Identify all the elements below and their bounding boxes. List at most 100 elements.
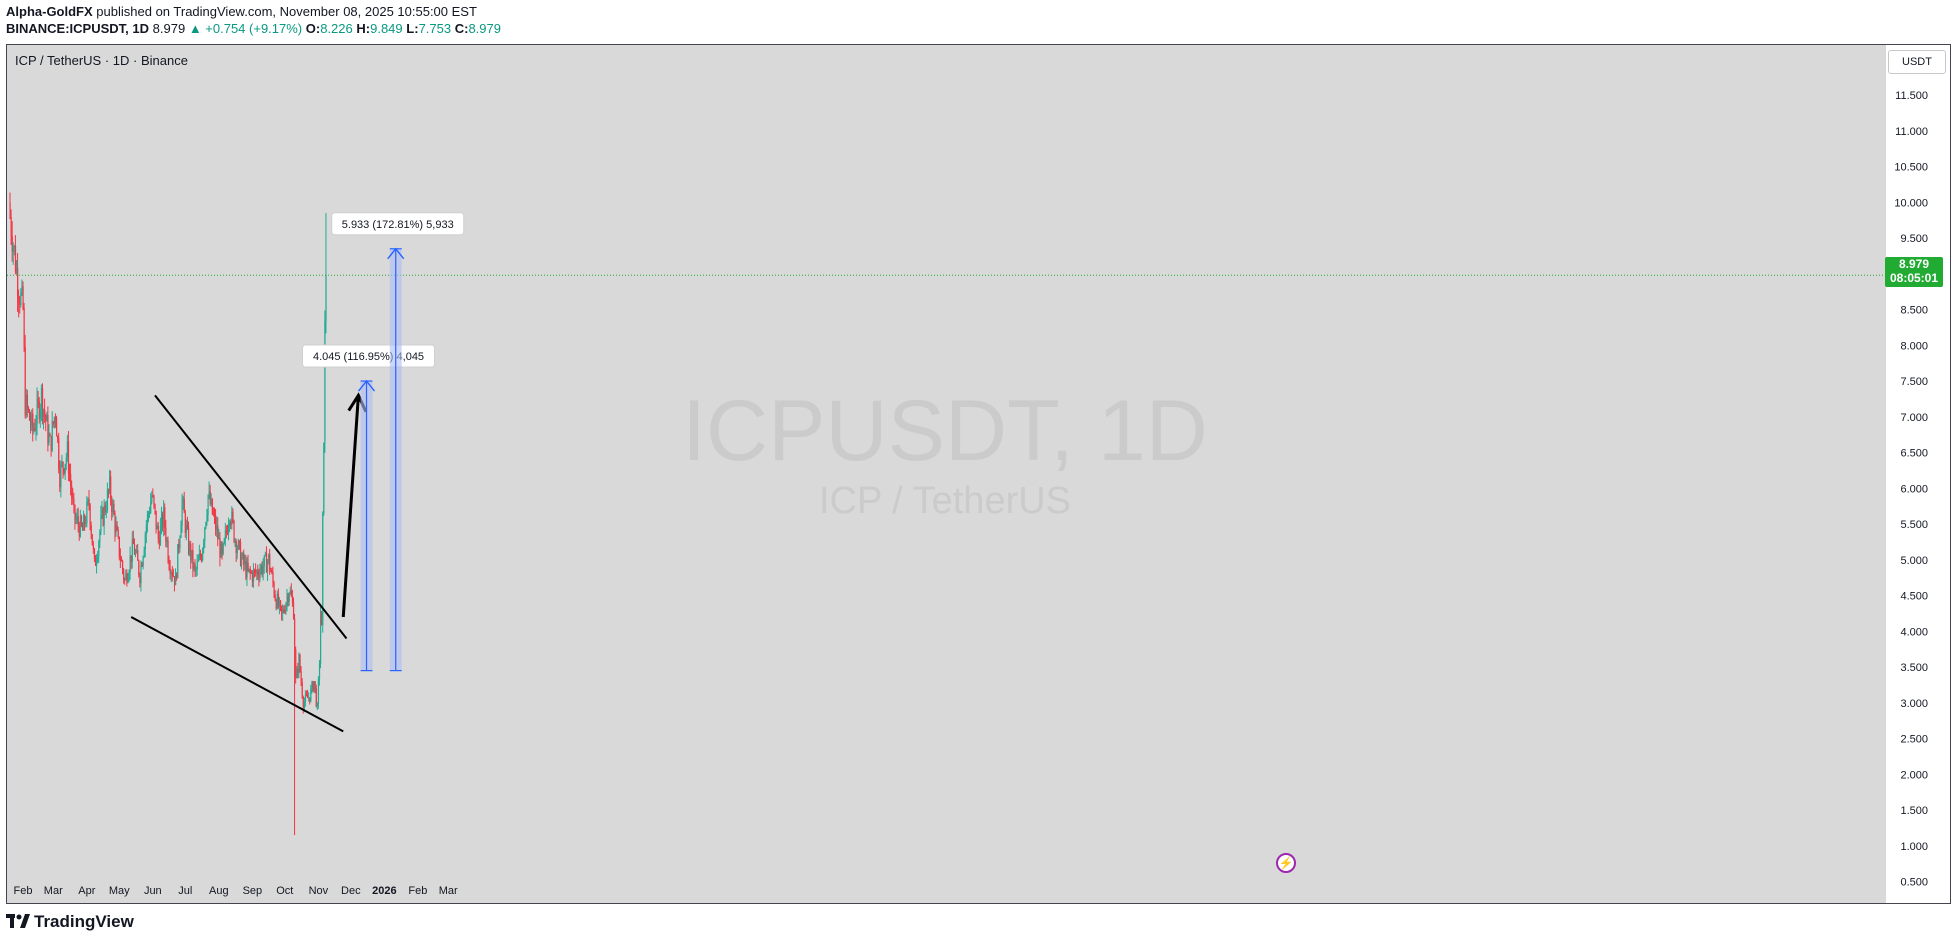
candle-body — [10, 217, 12, 237]
candle-body — [153, 495, 155, 505]
candle-body — [128, 572, 130, 579]
candle-body — [81, 525, 84, 531]
candle-body — [321, 611, 323, 626]
candle-body — [112, 503, 114, 512]
candle-body — [167, 540, 169, 561]
x-tick-label: Jun — [144, 885, 162, 897]
x-tick-label: Nov — [309, 885, 329, 897]
candle-body — [18, 296, 20, 303]
candle-body — [198, 553, 201, 560]
y-tick-label: 10.000 — [1894, 197, 1928, 209]
candle-body — [129, 555, 131, 573]
plot-area[interactable] — [7, 45, 1886, 903]
candle-body — [58, 438, 60, 469]
y-tick-label: 8.500 — [1900, 305, 1928, 317]
lightning-icon[interactable]: ⚡ — [1276, 853, 1296, 873]
candle-body — [284, 611, 286, 613]
candle-body — [247, 562, 249, 571]
x-tick-label: Sep — [243, 885, 263, 897]
candle-body — [193, 563, 195, 569]
candle-body — [70, 474, 72, 486]
tradingview-brand[interactable]: TradingView — [6, 912, 134, 932]
candle-body — [89, 504, 91, 526]
ohlc-line: BINANCE:ICPUSDT, 1D 8.979 ▲ +0.754 (+9.1… — [6, 21, 501, 36]
y-tick-label: 7.500 — [1900, 376, 1928, 388]
candle-body — [86, 502, 88, 524]
candle-body — [98, 541, 100, 557]
candle-body — [194, 563, 196, 570]
candle-body — [61, 462, 63, 465]
candle-body — [135, 552, 137, 555]
y-tick-label: 2.000 — [1900, 769, 1928, 781]
candle-body — [289, 590, 291, 594]
candle-body — [80, 516, 83, 526]
candle-body — [203, 541, 205, 549]
candle-body — [250, 572, 252, 574]
candle-body — [277, 594, 280, 607]
close-value: 8.979 — [468, 21, 501, 36]
candle-body — [316, 703, 318, 707]
candle-body — [322, 513, 324, 626]
candle-body — [49, 434, 51, 437]
candle-body — [47, 414, 49, 443]
y-tick-label: 0.500 — [1900, 877, 1928, 889]
candle-body — [100, 514, 102, 532]
candle-body — [254, 569, 256, 571]
candle-body — [115, 525, 117, 533]
candle-body — [20, 292, 22, 306]
candle-body — [145, 524, 148, 535]
candle-body — [73, 499, 75, 506]
open-value: 8.226 — [320, 21, 353, 36]
candle-body — [159, 525, 162, 546]
candle-body — [296, 668, 298, 679]
candle-body — [99, 531, 101, 542]
candle-body — [280, 600, 282, 606]
candle-body — [261, 565, 263, 574]
x-tick-label: Mar — [44, 885, 63, 897]
candle-body — [85, 523, 87, 525]
last-value: 8.979 — [152, 21, 186, 36]
candle-body — [260, 565, 262, 572]
candle-body — [231, 511, 233, 525]
candle-body — [276, 594, 278, 609]
x-tick-label: Aug — [209, 885, 229, 897]
y-tick-label: 7.000 — [1900, 412, 1928, 424]
candle-body — [126, 573, 128, 583]
x-tick-label: Feb — [13, 885, 32, 897]
x-tick-label: 2026 — [372, 885, 396, 897]
candle-body — [256, 570, 258, 573]
candle-body — [175, 573, 177, 586]
candle-body — [96, 560, 98, 566]
candle-body — [243, 553, 245, 565]
candle-body — [22, 286, 24, 308]
candle-body — [180, 525, 182, 538]
candle-body — [275, 600, 277, 609]
candle-body — [237, 540, 240, 549]
candle-body — [204, 527, 206, 542]
candle-body — [156, 525, 158, 530]
y-tick-label: 11.500 — [1895, 90, 1928, 102]
candle-body — [57, 436, 59, 439]
candle-body — [35, 424, 37, 430]
candle-body — [245, 561, 247, 578]
candle-body — [268, 554, 270, 562]
candle-body — [32, 413, 34, 432]
candle-body — [132, 539, 135, 544]
candle-body — [93, 548, 96, 559]
candle-body — [232, 511, 234, 521]
x-tick-label: Feb — [408, 885, 427, 897]
y-tick-label: 8.000 — [1900, 340, 1928, 352]
candle-body — [197, 559, 199, 562]
candle-body — [36, 399, 38, 425]
candle-body — [172, 575, 175, 577]
currency-unit-button[interactable]: USDT — [1888, 50, 1946, 74]
candle-body — [325, 275, 327, 322]
candle-body — [114, 514, 116, 533]
candle-body — [102, 508, 104, 526]
candle-body — [164, 507, 166, 528]
low-label: L: — [406, 21, 419, 36]
candle-body — [113, 503, 115, 515]
candle-body — [282, 609, 284, 614]
candle-body — [110, 476, 112, 500]
